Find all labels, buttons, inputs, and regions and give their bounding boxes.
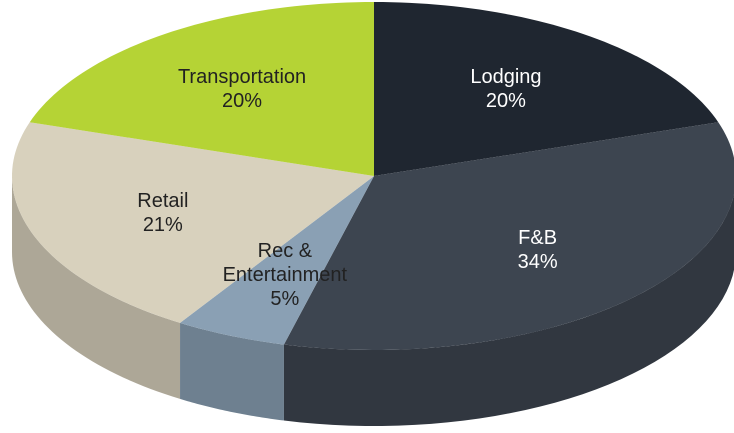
value-label: 20%: [485, 89, 526, 112]
pie-slice: [12, 122, 375, 323]
pie-slice: [283, 122, 734, 350]
pie-side: [283, 193, 734, 426]
pie-slice: [374, 2, 719, 176]
slice-label: Rec & Entertainment 5%: [210, 239, 360, 311]
category: Transportation: [177, 65, 307, 88]
pie-side: [180, 322, 284, 421]
value-label: 21%: [142, 213, 183, 236]
category: F&B: [518, 226, 558, 249]
category: Retail: [137, 189, 189, 212]
slice-label: Transportation 20%: [167, 65, 317, 113]
slice-label: Lodging 20%: [431, 65, 581, 113]
slice-label: Retail 21%: [88, 189, 238, 237]
value-label: 5%: [270, 288, 300, 310]
pie-slice: [29, 2, 375, 176]
value-label: 20%: [222, 89, 263, 112]
slice-label: F&B 34%: [463, 226, 613, 274]
category: Rec & Entertainment: [222, 240, 348, 286]
value-label: 34%: [517, 250, 558, 273]
category: Lodging: [470, 65, 542, 88]
pie-side: [12, 176, 181, 399]
pie-slice: [180, 176, 374, 345]
